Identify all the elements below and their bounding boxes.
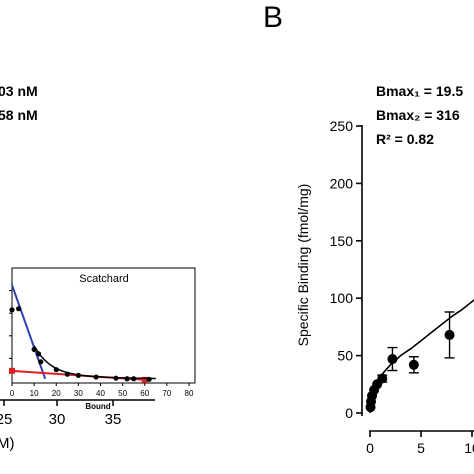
right-stat-bmax1: Bmax₁ = 19.5: [376, 83, 463, 99]
right-data-point: [444, 329, 455, 340]
inset-data-point: [38, 359, 44, 365]
inset-x-tick-label: 80: [185, 389, 194, 398]
inset-data-point: [124, 376, 130, 382]
left-x-tick-30: 30: [49, 411, 66, 428]
left-x-tick-25: 25: [0, 411, 12, 428]
inset-x-tick-label: 70: [162, 389, 171, 398]
right-y-label: Specific Binding (fmol/mg): [295, 184, 311, 347]
inset-x-tick-label: 20: [52, 389, 61, 398]
right-y-tick-label: 0: [345, 405, 353, 421]
scatchard-inset: Scatchard 0 10 20 30 40 50 60 70 80 Bound: [9, 267, 196, 411]
left-stat-line-1: 03 nM: [0, 83, 38, 99]
inset-x-tick-label: 0: [10, 389, 15, 398]
inset-data-point: [131, 376, 137, 382]
right-data-point: [387, 354, 398, 365]
right-data-point: [377, 373, 388, 384]
right-stat-r2: R² = 0.82: [376, 131, 434, 147]
right-data-point: [408, 359, 419, 370]
right-fit-curve: [369, 299, 474, 414]
inset-data-point: [35, 351, 42, 357]
inset-data-point: [113, 375, 119, 381]
right-x-tick-label: 0: [366, 440, 374, 456]
right-marks: [365, 299, 474, 414]
inset-x-tick-label: 30: [74, 389, 83, 398]
inset-data-point: [75, 372, 81, 378]
right-stat-bmax2: Bmax₂ = 316: [376, 107, 460, 123]
inset-data-point: [64, 371, 70, 377]
right-y-tick-label: 150: [330, 233, 354, 249]
left-x-label-fragment: M): [0, 435, 15, 452]
left-x-tick-35: 35: [105, 411, 122, 428]
right-y-tick-label: 100: [330, 290, 354, 306]
inset-x-tick-label: 60: [140, 389, 149, 398]
inset-x-tick-label: 40: [96, 389, 105, 398]
right-x-tick-label: 10: [464, 440, 474, 456]
inset-x-tick-label: 50: [118, 389, 127, 398]
right-axes: 0 50 100 150 200 250 0 5 10: [330, 118, 474, 456]
right-y-tick-label: 50: [337, 348, 353, 364]
right-y-tick-label: 250: [330, 118, 354, 134]
right-y-tick-label: 200: [330, 175, 354, 191]
inset-data-point: [9, 307, 15, 313]
inset-data-point: [53, 367, 59, 373]
left-stat-line-2: 58 nM: [0, 107, 38, 123]
inset-low-affinity-marker: [9, 367, 15, 374]
inset-x-label: Bound: [85, 402, 110, 411]
panel-letter: B: [263, 1, 283, 34]
inset-data-point: [146, 376, 152, 382]
inset-low-affinity-marker: [141, 376, 148, 383]
inset-title: Scatchard: [79, 273, 129, 285]
left-main-x-axis: [0, 399, 155, 406]
right-x-tick-label: 5: [417, 440, 425, 456]
inset-x-tick-label: 10: [30, 389, 39, 398]
inset-data-point: [31, 346, 37, 352]
inset-data-point: [16, 306, 22, 312]
inset-data-point: [93, 374, 99, 380]
